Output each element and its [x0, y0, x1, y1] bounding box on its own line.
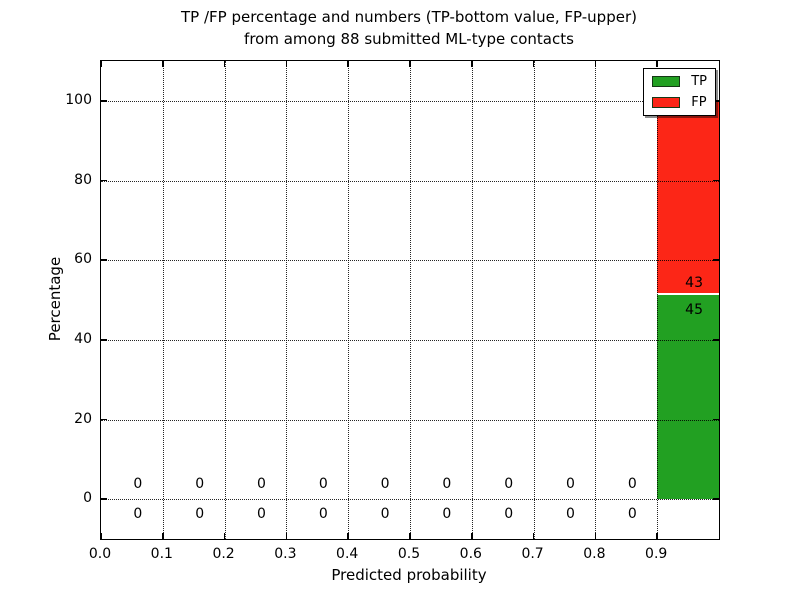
x-tick-mark: [223, 61, 226, 67]
y-tick-mark: [101, 259, 107, 261]
x-tick-label: 0.7: [521, 546, 544, 562]
legend-entry-tp: TP: [652, 74, 707, 89]
y-tick-mark: [101, 498, 107, 500]
tp-count-label: 0: [133, 506, 143, 523]
fp-count-label: 0: [318, 476, 328, 493]
vertical-gridline: [595, 61, 597, 539]
x-tick-mark: [162, 533, 164, 539]
x-tick-mark: [594, 533, 597, 539]
x-tick-mark: [100, 533, 102, 539]
y-tick-label: 0: [83, 490, 92, 507]
y-tick-label: 20: [74, 410, 92, 427]
chart-title-line1: TP /FP percentage and numbers (TP-bottom…: [181, 8, 637, 26]
tp-count-label: 0: [566, 506, 575, 523]
tp-count-label: 0: [380, 506, 390, 523]
y-tick-label: 60: [74, 251, 92, 268]
x-tick-label: 0.8: [583, 546, 606, 562]
x-tick-mark: [347, 61, 349, 67]
tp-color-swatch: [652, 76, 681, 87]
vertical-gridline: [533, 61, 535, 539]
x-axis-label: Predicted probability: [331, 566, 487, 584]
y-tick-mark: [101, 418, 107, 421]
x-tick-mark: [594, 61, 597, 67]
legend: TP FP: [643, 68, 716, 116]
tp-count-label: 45: [685, 302, 704, 319]
bar-segment-fp: [657, 100, 719, 293]
y-tick-mark: [101, 179, 107, 182]
fp-color-swatch: [652, 97, 681, 108]
plot-area: TP FP 0 0 0 0 0 0 0 0 0 0 0 0 0 0 0 0 0 0 43 45: [100, 60, 720, 540]
x-tick-mark: [656, 61, 658, 67]
bar-segment-tp: [657, 295, 719, 500]
fp-count-label: 0: [442, 476, 452, 493]
x-tick-label: 0.0: [88, 546, 112, 562]
y-tick-label: 40: [74, 330, 92, 347]
tp-count-label: 0: [504, 506, 514, 523]
vertical-gridline: [162, 61, 164, 539]
y-tick-mark: [101, 100, 107, 102]
chart-title-line2: from among 88 submitted ML-type contacts: [244, 30, 574, 48]
x-tick-label: 0.5: [397, 546, 421, 562]
x-tick-mark: [162, 61, 164, 67]
vertical-gridline: [224, 61, 226, 539]
x-tick-label: 0.4: [336, 546, 359, 562]
x-tick-mark: [347, 533, 349, 539]
x-tick-mark: [656, 533, 658, 539]
fp-count-label: 0: [566, 476, 575, 493]
fp-count-label: 43: [685, 275, 704, 292]
y-tick-label: 100: [65, 91, 92, 108]
vertical-gridline: [471, 61, 473, 539]
x-tick-mark: [409, 533, 411, 539]
chart-title: TP /FP percentage and numbers (TP-bottom…: [100, 6, 718, 50]
x-tick-label: 0.2: [212, 546, 235, 562]
vertical-gridline: [348, 61, 350, 539]
x-tick-mark: [100, 61, 102, 67]
y-tick-mark: [713, 498, 719, 500]
tp-count-label: 0: [195, 506, 205, 523]
y-tick-mark: [713, 339, 719, 341]
legend-entry-fp: FP: [652, 95, 707, 110]
vertical-gridline: [286, 61, 288, 539]
y-tick-mark: [713, 259, 719, 261]
x-tick-mark: [532, 533, 535, 539]
x-tick-mark: [285, 533, 288, 539]
fp-count-label: 0: [257, 476, 266, 493]
x-tick-label: 0.3: [274, 546, 297, 562]
x-tick-mark: [532, 61, 535, 67]
vertical-gridline: [657, 61, 659, 539]
x-tick-label: 0.6: [459, 546, 482, 562]
x-tick-mark: [223, 533, 226, 539]
fp-count-label: 0: [380, 476, 390, 493]
tp-count-label: 0: [257, 506, 266, 523]
legend-label-fp: FP: [691, 95, 707, 110]
fp-count-label: 0: [504, 476, 514, 493]
y-tick-mark: [101, 339, 107, 341]
x-tick-label: 0.1: [150, 546, 173, 562]
tp-count-label: 0: [318, 506, 328, 523]
legend-label-tp: TP: [691, 74, 707, 89]
tp-count-label: 0: [627, 506, 637, 523]
tp-count-label: 0: [442, 506, 452, 523]
x-tick-label: 0.9: [645, 546, 668, 562]
fp-count-label: 0: [627, 476, 637, 493]
y-tick-mark: [713, 100, 719, 102]
x-tick-mark: [471, 533, 473, 539]
fp-count-label: 0: [133, 476, 143, 493]
y-tick-mark: [713, 418, 719, 421]
y-tick-mark: [713, 179, 719, 182]
y-tick-label: 80: [74, 171, 92, 188]
fp-count-label: 0: [195, 476, 205, 493]
vertical-gridline: [410, 61, 411, 539]
x-tick-mark: [409, 61, 411, 67]
x-tick-mark: [285, 61, 288, 67]
x-tick-mark: [471, 61, 473, 67]
